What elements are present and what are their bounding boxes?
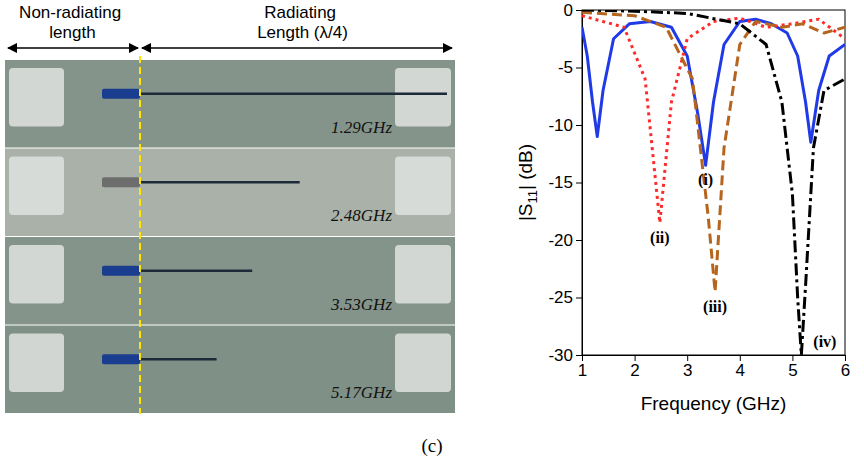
series-line — [582, 16, 845, 223]
series-line — [582, 12, 845, 291]
arrow-right — [142, 47, 452, 49]
tick-mark — [576, 68, 582, 69]
tick-label: 2 — [630, 361, 639, 380]
photo-row — [5, 237, 455, 325]
radiating-wire — [140, 92, 447, 95]
connector-right — [395, 334, 451, 393]
feed-boundary — [139, 56, 141, 414]
tick-mark — [576, 10, 582, 11]
series-line — [582, 19, 845, 165]
series-line — [582, 10, 845, 355]
tick-mark — [576, 298, 582, 299]
tick: -5 — [558, 58, 582, 77]
tick: 3 — [683, 355, 692, 380]
tick-label: -20 — [548, 231, 573, 250]
tick: 2 — [630, 355, 639, 380]
tick: 5 — [788, 355, 797, 380]
figure: Non-radiating length Radiating Length (λ/… — [0, 0, 864, 464]
tick-label: 5 — [788, 361, 797, 380]
connector-right — [395, 157, 451, 216]
tick: -15 — [548, 173, 582, 192]
frequency-label: 2.48GHz — [331, 206, 392, 225]
connector-left — [9, 68, 64, 127]
frequency-label: 1.29GHz — [331, 118, 392, 137]
tick-label: 0 — [564, 1, 573, 20]
arrow-left — [8, 47, 138, 49]
header-left: Non-radiating length — [19, 3, 126, 42]
tick: -25 — [548, 288, 582, 307]
frequency-label: 5.17GHz — [331, 383, 392, 402]
tick-label: -15 — [548, 173, 573, 192]
tick: 4 — [736, 355, 745, 380]
tick: 0 — [564, 1, 582, 20]
tick-mark — [576, 355, 582, 356]
tick: -10 — [548, 116, 582, 135]
connector-left — [9, 245, 64, 304]
photo-row — [5, 149, 455, 237]
connector-left — [9, 157, 64, 216]
series-labels: (i) (ii) (iii) (iv) — [650, 171, 836, 351]
y-axis-title: |S11| (dB) — [515, 144, 540, 221]
y-axis: -30 -25 -20 -15 -10 -5 0 — [548, 1, 582, 365]
radiating-wire — [140, 358, 217, 361]
photo-row — [5, 60, 455, 148]
x-axis-title: Frequency (GHz) — [641, 393, 787, 414]
radiating-wire — [140, 269, 252, 272]
header-right: Radiating Length (λ/4) — [257, 3, 348, 42]
series-label: (i) — [698, 171, 713, 189]
plot-frame — [582, 10, 845, 355]
tick: 6 — [841, 355, 850, 380]
series-label: (iii) — [703, 298, 727, 316]
series-label: (ii) — [650, 229, 670, 247]
tick-label: 3 — [683, 361, 692, 380]
tick-label: -25 — [548, 288, 573, 307]
x-axis: 1 2 3 4 5 6 — [578, 355, 850, 380]
feed-element — [102, 89, 140, 99]
feed-element — [102, 266, 140, 276]
tick-label: -10 — [548, 116, 573, 135]
frequency-label: 3.53GHz — [330, 295, 392, 314]
tick-label: 6 — [841, 361, 850, 380]
tick-label: 4 — [736, 361, 745, 380]
tick-mark — [576, 240, 582, 241]
tick: -30 — [548, 346, 582, 365]
tick-mark — [576, 125, 582, 126]
tick-label: -5 — [558, 58, 573, 77]
plot-lines — [582, 10, 845, 355]
tick: -20 — [548, 231, 582, 250]
connector-right — [395, 245, 451, 304]
series-label: (iv) — [813, 333, 836, 351]
connector-left — [9, 334, 64, 393]
tick-label: 1 — [578, 361, 587, 380]
radiating-wire — [140, 181, 300, 184]
tick: 1 — [578, 355, 587, 380]
feed-element — [102, 177, 140, 187]
tick-label: -30 — [548, 346, 573, 365]
photo-panel: Non-radiating length Radiating Length (λ/… — [5, 3, 455, 414]
connector-right — [395, 68, 451, 127]
tick-mark — [576, 183, 582, 184]
caption: (c) — [421, 435, 442, 457]
chart: 1 2 3 4 5 6 -30 -25 -20 -15 -10 -5 0 (i) (ii) (iii) (iv)… — [515, 1, 850, 414]
feed-element — [102, 354, 140, 364]
photo-row — [5, 326, 455, 414]
